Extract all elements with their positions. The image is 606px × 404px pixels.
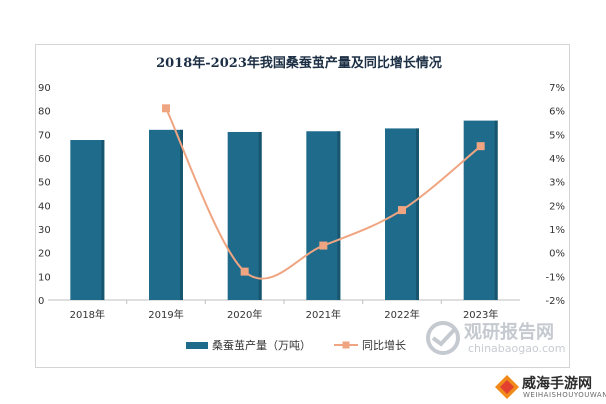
bar [306,131,341,300]
watermark-site2-url: WEIHAISHOUYOUWANG [523,391,606,399]
left-y-tick-label: 40 [38,201,51,212]
right-y-tick-label: 5% [549,130,565,141]
bar-shade [416,128,419,300]
left-y-tick-label: 0 [38,296,44,307]
right-y-tick-label: 6% [549,107,565,118]
bar-shade [337,131,341,300]
watermark-weihai: 威海手游网 WEIHAISHOUYOUWANG [494,370,606,404]
bar [149,129,183,300]
bar [70,140,105,300]
left-y-tick-label: 70 [38,130,51,141]
right-y-tick-label: 4% [549,154,565,165]
bar-shade [101,140,105,300]
x-tick-label: 2023年 [463,308,498,321]
left-y-tick-label: 50 [38,178,51,189]
growth-point [162,104,170,113]
growth-point [476,142,485,151]
growth-point [398,206,406,215]
bar [463,120,498,301]
left-y-tick-label: 20 [38,249,51,260]
x-tick-label: 2020年 [227,308,262,321]
right-y-tick-label: 3% [549,178,565,189]
bar-shade [494,120,498,301]
right-y-tick-label: -1% [546,272,565,283]
line-series [162,104,485,280]
legend-bar-label: 桑蚕茧产量（万吨） [212,338,311,352]
x-tick-label: 2022年 [384,308,419,321]
watermark-logo-icon [426,321,460,355]
left-y-tick-label: 30 [38,225,51,236]
legend-line-marker [342,341,350,349]
growth-point [319,241,328,250]
watermark-site-url: chinabaogao.com [468,342,566,355]
right-y-tick-label: 0% [549,249,565,260]
chart-title: 2018年-2023年我国桑蚕茧产量及同比增长情况 [156,55,442,71]
right-y-axis: -2% -1% 0% 1% 2% 3% 4% 5% 6% 7% [546,83,565,307]
growth-line [165,107,482,280]
growth-point [240,267,249,276]
legend: 桑蚕茧产量（万吨） 同比增长 [186,338,406,352]
x-tick-label: 2018年 [70,308,105,321]
right-y-tick-label: 2% [549,201,565,212]
bar-series [70,120,498,301]
left-y-tick-label: 10 [38,272,51,283]
left-y-tick-label: 60 [38,154,51,165]
bar-shade [180,129,183,300]
right-y-tick-label: -2% [546,296,565,307]
left-y-tick-label: 80 [38,107,51,118]
right-y-tick-label: 7% [549,83,565,94]
watermark-site-name: 观研报告网 [464,322,554,343]
watermark-site2-name: 威海手游网 [522,376,592,392]
x-tick-label: 2019年 [148,308,183,321]
chart-svg: 2018年-2023年我国桑蚕茧产量及同比增长情况 0 10 20 30 40 50 60 7… [38,55,565,352]
left-y-axis: 0 10 20 30 40 50 60 70 80 90 [38,83,51,307]
x-axis-labels: 2018年 2019年 2020年 2021年 2022年 2023年 [70,300,498,321]
bar [385,128,419,300]
x-tick-label: 2021年 [306,308,341,321]
legend-line-label: 同比增长 [362,338,406,352]
game-logo-icon [495,375,519,399]
legend-bar-swatch [186,342,208,349]
bar-shade [258,131,262,300]
watermark-chinabaogao: 观研报告网 chinabaogao.com [424,318,574,358]
chart-card: 2018年-2023年我国桑蚕茧产量及同比增长情况 0 10 20 30 40 50 60 7… [35,44,570,368]
left-y-tick-label: 90 [38,83,51,94]
right-y-tick-label: 1% [549,225,565,236]
